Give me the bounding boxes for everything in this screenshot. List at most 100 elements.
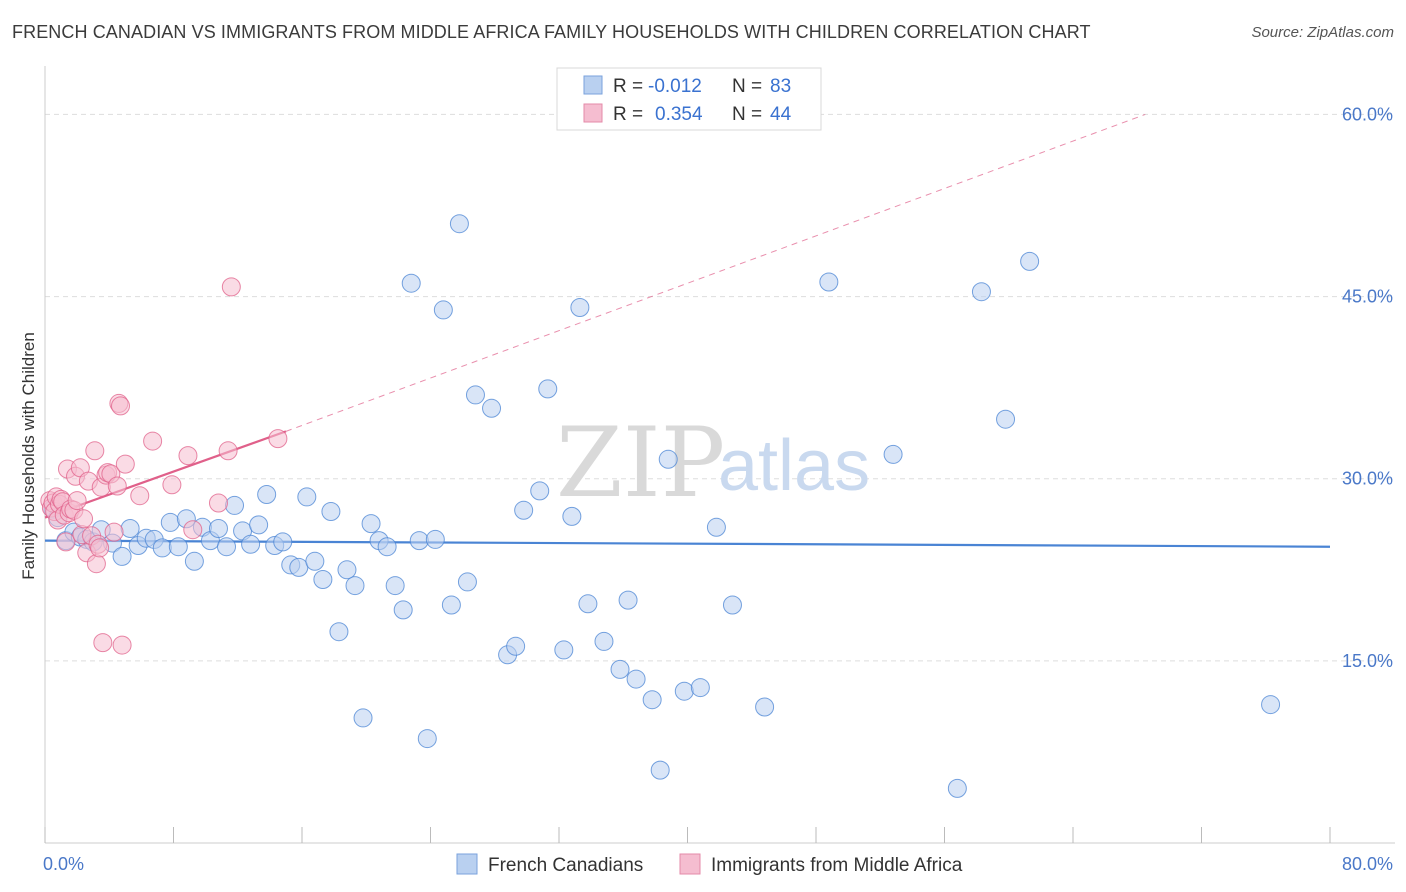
point-s0-25 <box>241 534 261 554</box>
point-s0-59 <box>538 379 558 399</box>
point-s0-66 <box>618 590 638 610</box>
point-s0-35 <box>321 502 341 521</box>
point-s0-45 <box>401 273 421 293</box>
point-s0-43 <box>385 576 405 596</box>
point-s0-52 <box>457 572 477 592</box>
point-s0-40 <box>361 514 381 534</box>
point-s1-39 <box>143 431 163 451</box>
point-s0-33 <box>305 551 325 571</box>
legend-n-label-2: N = <box>732 104 762 125</box>
legend-swatch-blue <box>583 75 603 95</box>
point-s0-14 <box>152 538 172 558</box>
legend-n-label-1: N = <box>732 76 762 97</box>
legend-n-value-1: 83 <box>770 76 791 97</box>
point-s1-35 <box>110 396 130 416</box>
watermark-zip: ZIP <box>556 407 725 519</box>
point-s0-64 <box>594 631 614 651</box>
point-s0-23 <box>225 495 245 515</box>
point-s0-77 <box>883 444 903 464</box>
x-tick-label-1: 80.0% <box>1342 854 1393 874</box>
point-s0-46 <box>409 531 429 551</box>
trend-extension-1 <box>285 113 1146 432</box>
point-s0-15 <box>160 512 180 532</box>
y-axis-label: Family Households with Children <box>19 332 38 580</box>
legend-r-label-1: R = <box>613 76 643 97</box>
point-s1-24 <box>86 554 106 574</box>
point-s0-27 <box>257 485 277 504</box>
legend-r-value-1: -0.012 <box>648 76 702 97</box>
point-s1-19 <box>74 509 94 529</box>
point-s0-51 <box>449 214 469 234</box>
point-s0-10 <box>120 519 140 538</box>
point-s0-76 <box>819 272 839 292</box>
y-tick-label-0: 15.0% <box>1342 651 1393 671</box>
point-s0-58 <box>530 481 550 501</box>
point-s0-9 <box>112 546 132 566</box>
point-s0-31 <box>289 557 309 577</box>
point-s0-50 <box>441 595 461 615</box>
point-s0-60 <box>554 640 574 660</box>
point-s0-47 <box>417 729 437 749</box>
point-s1-26 <box>90 538 110 558</box>
axes-layer <box>44 66 1395 844</box>
legend-box: R = -0.012 N = 83 R = 0.354 N = 44 <box>556 67 822 131</box>
point-s0-26 <box>249 515 269 535</box>
x-tick-labels: 0.0% 80.0% <box>43 854 1393 874</box>
y-tick-label-2: 45.0% <box>1342 287 1393 307</box>
watermark-atlas: atlas <box>718 426 870 506</box>
point-s0-49 <box>433 300 453 320</box>
point-s0-34 <box>313 570 333 589</box>
point-s1-44 <box>218 441 238 461</box>
y-tick-label-1: 30.0% <box>1342 469 1393 489</box>
y-tick-label-3: 60.0% <box>1342 104 1393 124</box>
point-s0-61 <box>562 506 582 526</box>
bottom-legend: French Canadians Immigrants from Middle … <box>456 853 963 876</box>
point-s0-63 <box>578 594 598 614</box>
point-s0-44 <box>393 600 413 620</box>
point-s1-45 <box>221 277 241 297</box>
point-s0-38 <box>345 576 365 596</box>
point-s0-82 <box>1261 695 1281 715</box>
point-s1-46 <box>268 429 288 449</box>
point-s0-37 <box>337 560 357 580</box>
point-s0-74 <box>722 595 742 615</box>
point-s0-67 <box>626 669 646 689</box>
chart-title: FRENCH CANADIAN VS IMMIGRANTS FROM MIDDL… <box>12 22 1091 42</box>
point-s1-32 <box>104 522 124 542</box>
chart-source: Source: ZipAtlas.com <box>1251 24 1394 41</box>
point-s0-65 <box>610 659 630 679</box>
point-s1-16 <box>67 491 87 511</box>
point-s1-42 <box>183 520 203 540</box>
legend-swatch-pink <box>583 103 603 123</box>
point-s0-18 <box>184 551 204 571</box>
point-s1-38 <box>130 486 150 506</box>
point-s0-36 <box>329 622 349 642</box>
point-s1-40 <box>162 475 182 495</box>
point-s0-32 <box>297 487 317 507</box>
point-s1-28 <box>93 633 113 653</box>
bottom-legend-label-middle-africa: Immigrants from Middle Africa <box>711 855 963 876</box>
point-s0-73 <box>706 517 726 537</box>
legend-r-label-2: R = <box>613 104 643 125</box>
point-s1-41 <box>178 446 198 466</box>
point-s0-48 <box>425 529 445 549</box>
y-tick-labels: 15.0% 30.0% 45.0% 60.0% <box>1342 104 1393 670</box>
point-s0-78 <box>947 778 967 798</box>
point-s0-81 <box>1020 251 1040 271</box>
point-s0-16 <box>168 537 188 557</box>
point-s0-62 <box>570 298 590 317</box>
point-s1-43 <box>208 493 228 513</box>
point-s0-22 <box>217 537 237 557</box>
point-s0-57 <box>514 500 534 520</box>
point-s0-79 <box>971 282 991 302</box>
point-s0-29 <box>273 532 293 552</box>
point-s0-75 <box>755 697 775 717</box>
grid-layer <box>45 113 1395 662</box>
point-s0-72 <box>690 678 710 698</box>
point-s0-70 <box>658 449 678 469</box>
point-s0-21 <box>208 519 228 538</box>
x-tick-label-0: 0.0% <box>43 854 84 874</box>
point-s0-53 <box>465 385 485 405</box>
legend-r-value-2: 0.354 <box>655 104 703 125</box>
